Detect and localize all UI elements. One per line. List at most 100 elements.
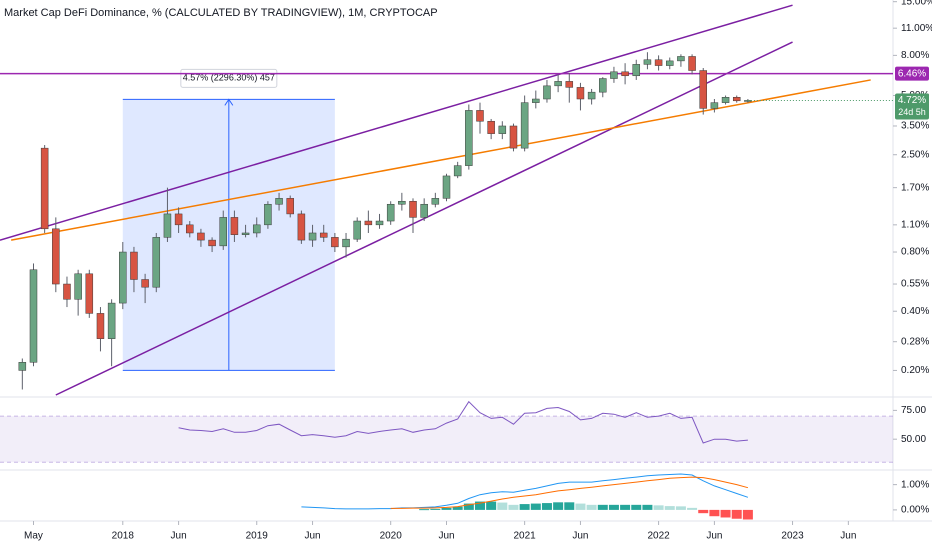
candle-body (163, 213, 172, 238)
candle-body (576, 87, 585, 100)
y-tick-label: 0.00% (901, 505, 929, 516)
candle-body (353, 220, 361, 240)
candle-body (40, 147, 49, 230)
candle-body (130, 251, 138, 280)
x-tick-label: 2018 (112, 531, 135, 542)
macd-histogram-bar (519, 504, 530, 510)
candle-body (442, 175, 451, 199)
x-tick-label: Jun (438, 531, 454, 542)
candle-body (666, 60, 674, 66)
y-tick-label: 1.70% (901, 182, 929, 193)
candle-body (420, 203, 428, 218)
candle-body (230, 217, 239, 235)
x-tick-label: Jun (706, 531, 722, 542)
candle-body (654, 59, 663, 66)
x-tick-label: 2020 (380, 531, 403, 542)
macd-histogram-bar (620, 504, 631, 510)
y-tick-label: 1.10% (901, 219, 929, 230)
macd-histogram-bar (731, 509, 742, 519)
candle-body (721, 96, 730, 103)
candle-body (386, 203, 395, 222)
candle-body (308, 232, 317, 241)
macd-histogram-bar (474, 501, 485, 510)
macd-histogram-bar (463, 503, 474, 510)
trendline (11, 79, 871, 241)
macd-histogram-bar (541, 503, 552, 510)
candle-body (319, 232, 328, 238)
candle-body (632, 64, 641, 77)
y-tick-label: 11.00% (901, 23, 932, 34)
candle-body (119, 251, 127, 304)
macd-histogram-bar (687, 507, 698, 510)
candle-body (610, 71, 618, 79)
macd-histogram-bar (497, 502, 508, 510)
macd-histogram-bar (664, 506, 675, 510)
macd-line (301, 473, 749, 510)
candle-body (141, 279, 149, 288)
candle-body (219, 217, 227, 247)
y-tick-label: 15.00% (901, 0, 932, 7)
signal-line (390, 476, 749, 509)
candle-body (688, 56, 696, 71)
last-price-label: 4.72% (898, 95, 926, 106)
candle-body (509, 125, 518, 149)
macd-histogram-bar (720, 509, 731, 518)
x-tick-label: Jun (572, 531, 588, 542)
candle-body (599, 78, 607, 93)
x-tick-label: 2023 (781, 531, 804, 542)
candle-body (621, 71, 629, 77)
candle-body (18, 362, 27, 371)
macd-histogram-bar (575, 503, 586, 510)
macd-histogram-bar (608, 504, 619, 510)
candle-body (409, 200, 417, 218)
candle-body (453, 165, 462, 177)
candle-body (286, 198, 294, 215)
candle-body (197, 232, 205, 241)
measure-label: 4.57% (2296.30%) 457 (183, 73, 275, 83)
y-tick-label: 0.40% (901, 306, 929, 317)
macd-histogram-bar (452, 506, 463, 510)
macd-histogram-bar (742, 509, 753, 520)
rsi-line (178, 400, 748, 444)
candle-body (297, 213, 306, 241)
candle-body (476, 110, 484, 122)
candle-body (677, 56, 685, 62)
candle-body (431, 198, 440, 205)
candle-body (398, 200, 406, 205)
measure-arrowhead (224, 98, 234, 106)
candle-body (498, 125, 507, 134)
candle-body (587, 91, 596, 100)
macd-histogram-bar (486, 501, 497, 510)
candle-body (52, 228, 60, 285)
macd-histogram-bar (597, 504, 608, 510)
candle-body (465, 110, 473, 166)
macd-histogram-bar (430, 508, 441, 510)
macd-histogram-bar (586, 504, 597, 510)
candle-body (643, 59, 652, 65)
y-tick-label: 8.00% (901, 50, 929, 61)
macd-histogram-bar (698, 509, 709, 514)
y-tick-label: 2.50% (901, 149, 929, 160)
y-tick-label: 0.80% (901, 247, 929, 258)
y-tick-label: 0.55% (901, 279, 929, 290)
last-price-box (895, 93, 929, 120)
candle-body (375, 220, 384, 226)
y-tick-label: 50.00 (901, 434, 926, 445)
rsi-band (0, 416, 893, 463)
candle-body (264, 203, 272, 226)
candle-body (364, 220, 373, 226)
hline-label-box (895, 66, 929, 81)
macd-histogram-bar (675, 506, 686, 510)
hline-label: 6.46% (898, 68, 926, 79)
candle-body (487, 120, 495, 134)
candle-body (532, 98, 540, 103)
candle-body (699, 70, 707, 109)
macd-histogram-bar (553, 502, 564, 510)
x-tick-label: 2022 (647, 531, 670, 542)
macd-histogram-bar (508, 504, 519, 510)
last-price-countdown: 24d 5h (898, 107, 926, 117)
candle-body (565, 81, 574, 88)
y-tick-label: 75.00 (901, 405, 926, 416)
candle-body (252, 224, 261, 234)
